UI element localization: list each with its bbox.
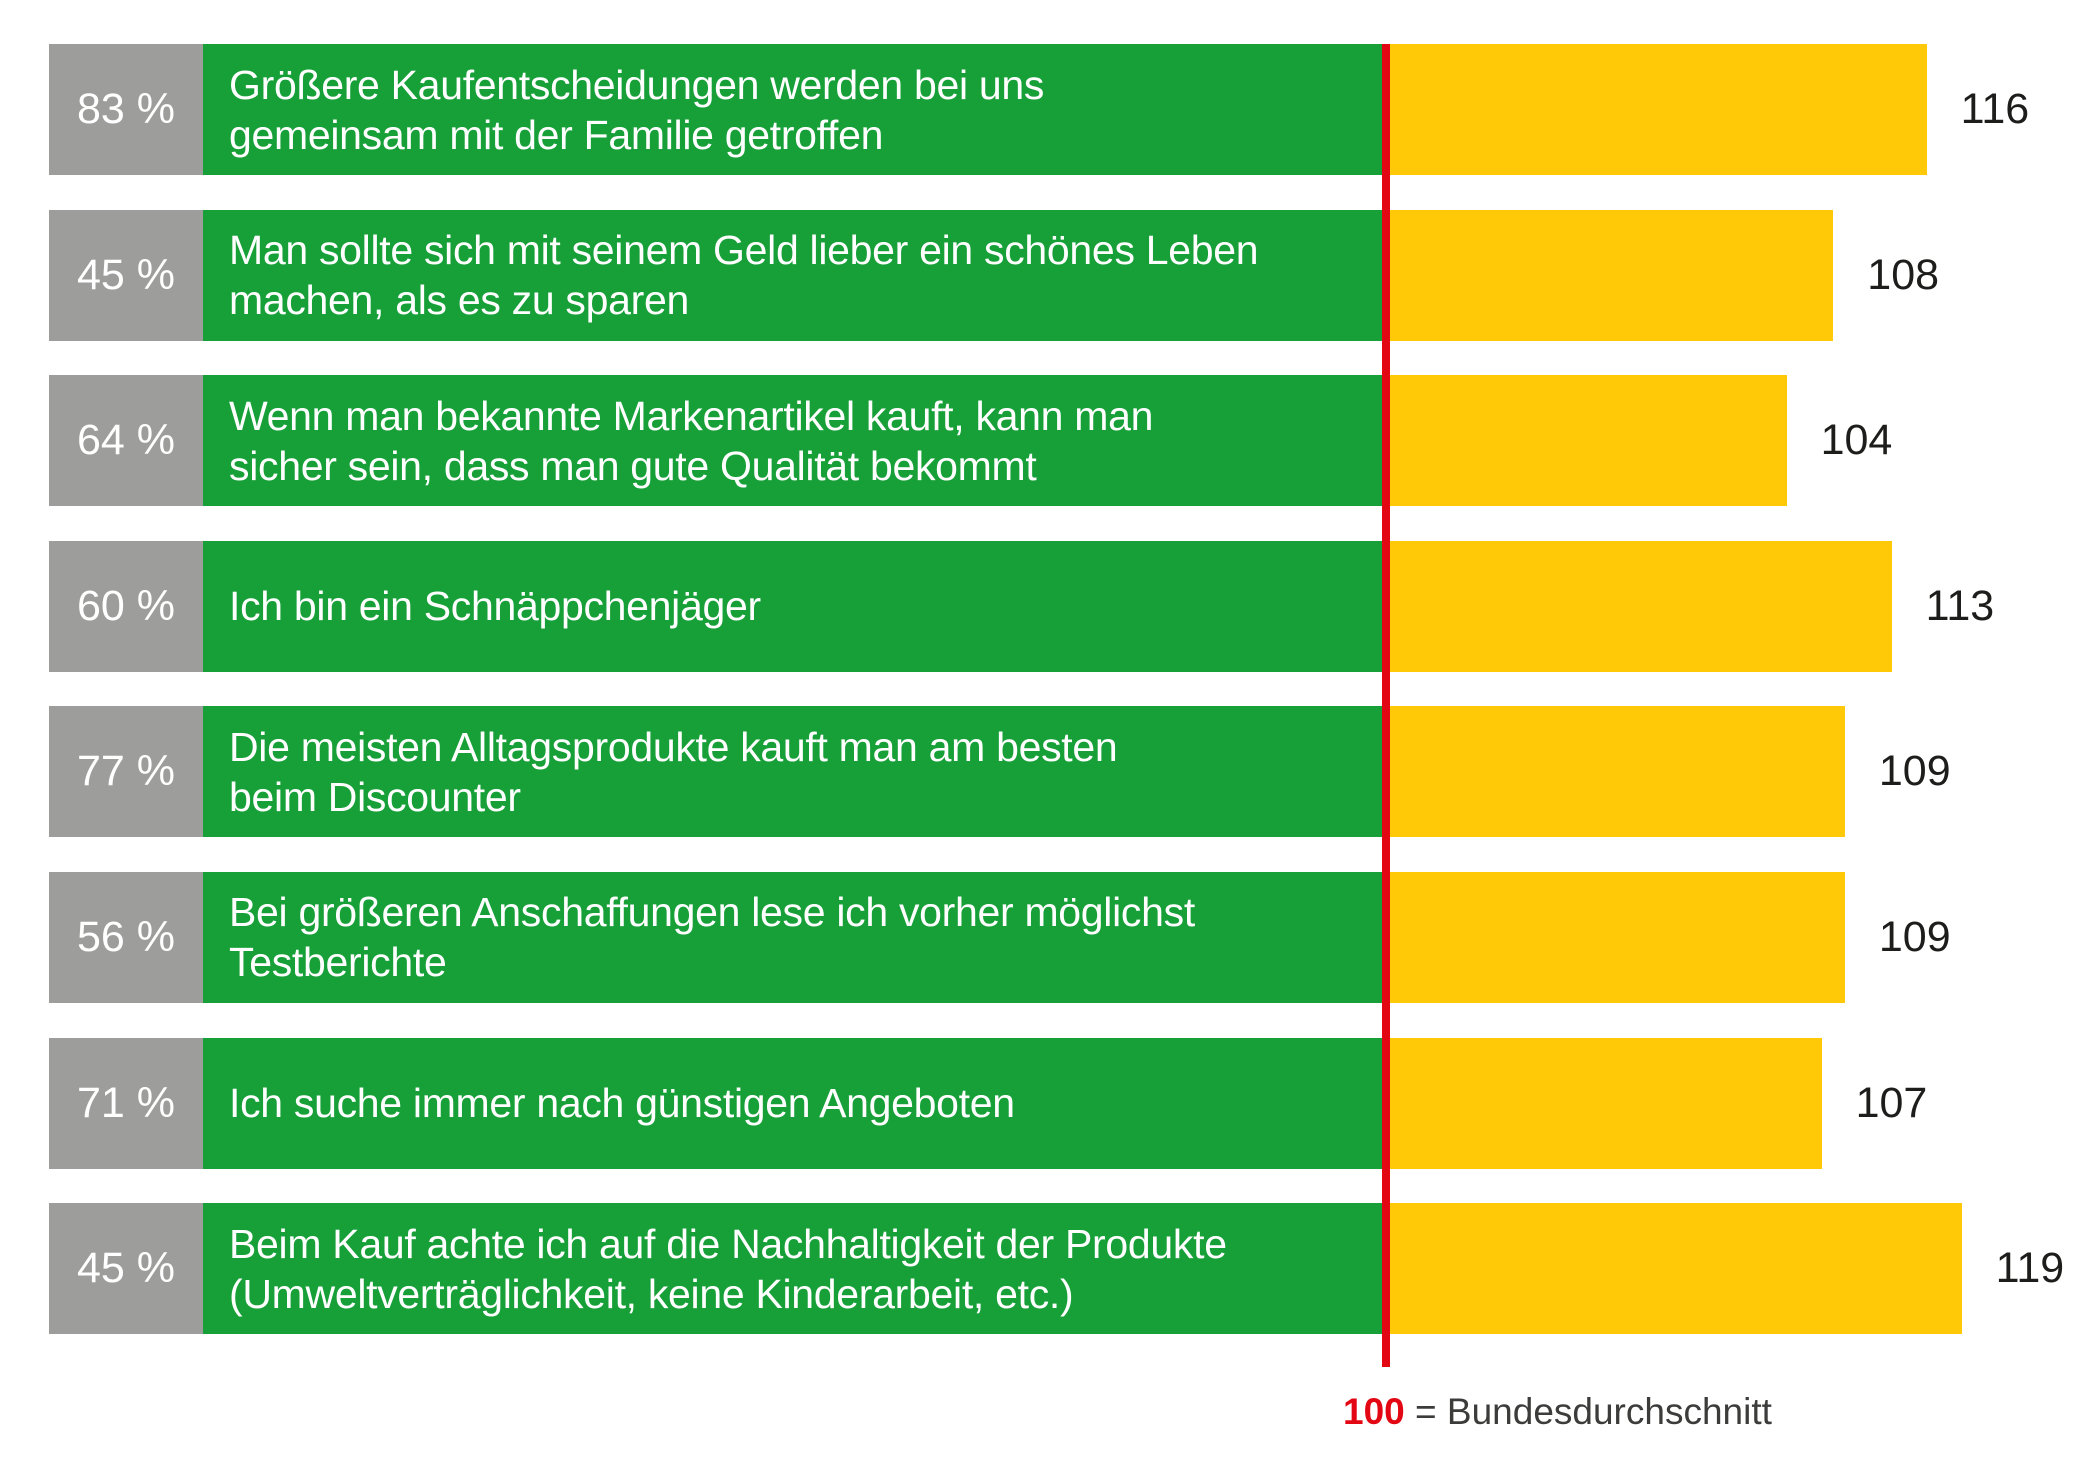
statement-text: Man sollte sich mit seinem Geld lieber e… <box>229 227 1259 324</box>
index-bar <box>1390 871 1845 1003</box>
index-value: 108 <box>1867 250 1940 299</box>
statement-text: Größere Kaufentscheidungen werden bei un… <box>229 61 1045 158</box>
percent-badge: 83 % <box>49 44 203 175</box>
statement-text: Ich suche immer nach günstigen Angeboten <box>229 1080 1015 1127</box>
percent-label: 71 % <box>76 1078 175 1127</box>
reference-line <box>1382 44 1390 1367</box>
percent-badge: 60 % <box>49 540 203 672</box>
table-row: 71 % Ich suche immer nach günstigen Ange… <box>0 1037 2064 1169</box>
index-value: 119 <box>1995 1244 2065 1293</box>
index-bar <box>1390 540 1892 672</box>
index-bar <box>1390 1037 1822 1169</box>
index-value: 113 <box>1925 581 1995 630</box>
table-row: 56 % Bei größeren Anschaffungen lese ich… <box>0 871 2064 1003</box>
legend-label: = Bundesdurchschnitt <box>1404 1391 1772 1432</box>
percent-label: 77 % <box>76 747 175 796</box>
statement-bar: Ich suche immer nach günstigen Angeboten <box>203 1037 1382 1169</box>
statement-bar: Die meisten Alltagsprodukte kauft man am… <box>203 706 1382 838</box>
percent-label: 45 % <box>76 250 175 299</box>
table-row: 45 % Man sollte sich mit seinem Geld lie… <box>0 209 2064 341</box>
index-value: 107 <box>1855 1078 1928 1127</box>
percent-label: 83 % <box>76 85 175 133</box>
statement-text: Die meisten Alltagsprodukte kauft man am… <box>229 723 1118 820</box>
statement-bar: Bei größeren Anschaffungen lese ich vorh… <box>203 871 1382 1003</box>
percent-badge: 45 % <box>49 1203 203 1335</box>
table-row: 60 % Ich bin ein Schnäppchenjäger 113 <box>0 540 2064 672</box>
statement-bar: Größere Kaufentscheidungen werden bei un… <box>203 44 1382 175</box>
index-bar <box>1390 209 1834 341</box>
index-value: 104 <box>1820 416 1893 465</box>
statement-bar: Ich bin ein Schnäppchenjäger <box>203 540 1382 672</box>
percent-label: 64 % <box>76 416 175 465</box>
percent-label: 60 % <box>76 581 175 630</box>
index-value: 109 <box>1878 912 1951 961</box>
percent-badge: 77 % <box>49 706 203 838</box>
statement-bar: Man sollte sich mit seinem Geld lieber e… <box>203 209 1382 341</box>
table-row: 64 % Wenn man bekannte Markenartikel kau… <box>0 375 2064 507</box>
table-row: 77 % Die meisten Alltagsprodukte kauft m… <box>0 706 2064 838</box>
percent-label: 56 % <box>76 912 175 961</box>
index-bar <box>1390 44 1927 175</box>
legend-value: 100 <box>1343 1391 1405 1432</box>
index-bar <box>1390 375 1787 507</box>
percent-label: 45 % <box>76 1244 175 1293</box>
statement-bar: Wenn man bekannte Markenartikel kauft, k… <box>203 375 1382 507</box>
percent-badge: 71 % <box>49 1037 203 1169</box>
chart-rows: 83 % Größere Kaufentscheidungen werden b… <box>0 44 2064 1369</box>
statement-text: Beim Kauf achte ich auf die Nachhaltigke… <box>229 1220 1227 1317</box>
index-value: 109 <box>1878 747 1951 796</box>
statement-text: Bei größeren Anschaffungen lese ich vorh… <box>229 889 1195 986</box>
legend: 100 = Bundesdurchschnitt <box>1343 1390 1772 1434</box>
statement-text: Ich bin ein Schnäppchenjäger <box>229 583 761 630</box>
index-value: 116 <box>1960 85 2030 133</box>
table-row: 83 % Größere Kaufentscheidungen werden b… <box>0 44 2064 175</box>
index-bar <box>1390 1203 1962 1335</box>
statement-text: Wenn man bekannte Markenartikel kauft, k… <box>229 392 1154 489</box>
statement-bar: Beim Kauf achte ich auf die Nachhaltigke… <box>203 1203 1382 1335</box>
percent-badge: 56 % <box>49 871 203 1003</box>
percent-badge: 45 % <box>49 209 203 341</box>
percent-badge: 64 % <box>49 375 203 507</box>
index-bar <box>1390 706 1845 838</box>
table-row: 45 % Beim Kauf achte ich auf die Nachhal… <box>0 1203 2065 1335</box>
